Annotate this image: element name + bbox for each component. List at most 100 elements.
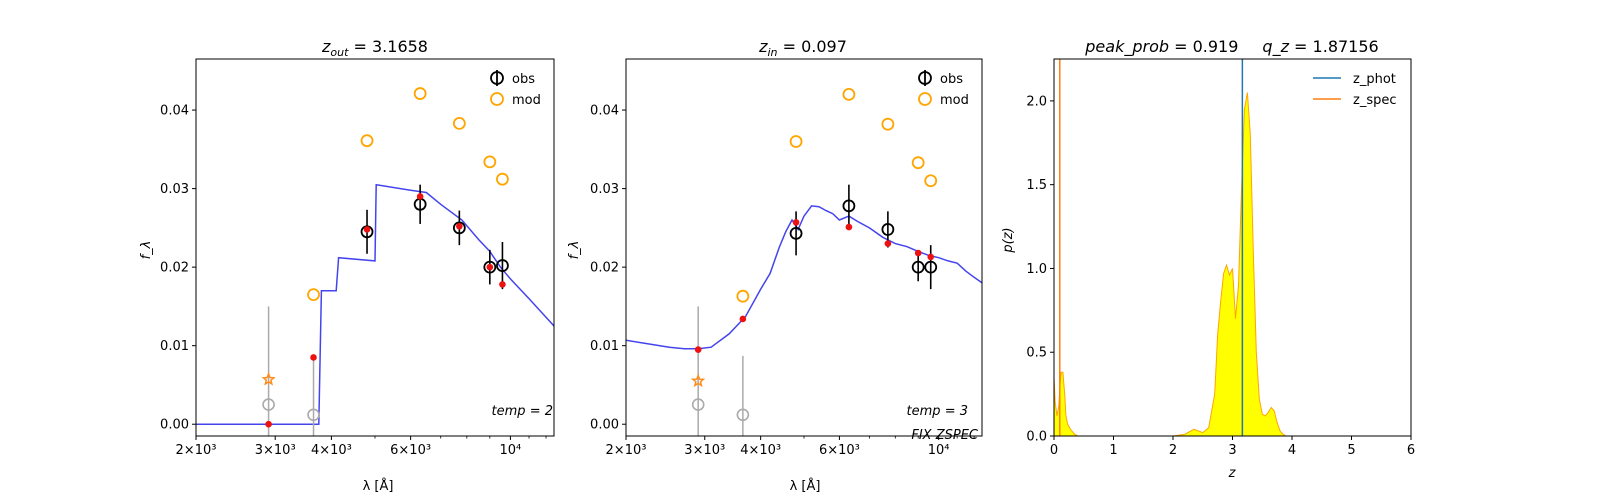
plot-frame bbox=[625, 58, 983, 437]
legend-label-z-spec: z_spec bbox=[1353, 93, 1397, 108]
mod-point bbox=[842, 87, 856, 101]
legend-item-mod: mod bbox=[918, 92, 969, 108]
obs-point bbox=[452, 221, 466, 235]
title-symbol: z bbox=[758, 37, 768, 56]
title-peak-prob: peak_prob bbox=[1084, 37, 1169, 57]
y-tick-label: 0.00 bbox=[160, 418, 189, 433]
legend-label-mod: mod bbox=[512, 93, 541, 108]
mod-point bbox=[483, 155, 497, 169]
panel-zout: zout = 3.1658 λ [Å] f_λ temp = 2 2×10³ 3×… bbox=[139, 37, 555, 494]
legend: z_phot z_spec bbox=[1313, 72, 1397, 108]
model-band-point bbox=[884, 240, 892, 247]
y-tick-label: 0.5 bbox=[1026, 346, 1047, 361]
panel-zin: zin = 0.097 λ [Å] f_λ temp = 3 FIX ZSPEC… bbox=[567, 37, 983, 494]
y-axis-label: f_λ bbox=[139, 241, 154, 260]
mod-point bbox=[360, 134, 374, 148]
legend-item-mod: mod bbox=[490, 92, 541, 108]
panel-title: peak_prob = 0.919 q_z = 1.87156 bbox=[1084, 37, 1378, 57]
x-axis-label: z bbox=[1228, 466, 1237, 481]
mod-point bbox=[924, 174, 938, 188]
title-qz-value: = 1.87156 bbox=[1289, 37, 1379, 56]
obs-upper-point bbox=[262, 398, 275, 411]
legend-label-mod: mod bbox=[940, 93, 969, 108]
x-tick-label: 2 bbox=[1169, 443, 1177, 458]
panel-title: zout = 3.1658 bbox=[321, 37, 428, 59]
x-tick-label: 1 bbox=[1109, 443, 1117, 458]
x-tick-label: 4×10³ bbox=[311, 443, 352, 458]
mod-point bbox=[307, 288, 320, 302]
model-band-point bbox=[845, 223, 853, 231]
obs-point bbox=[496, 259, 509, 272]
y-tick-label: 2.0 bbox=[1026, 94, 1047, 109]
legend-label-obs: obs bbox=[512, 72, 535, 87]
panel-pz: peak_prob = 0.919 q_z = 1.87156 z p(z) 0 1… bbox=[1001, 37, 1415, 481]
x-tick-label: 2×10³ bbox=[606, 443, 647, 458]
mod-star-point bbox=[690, 373, 706, 388]
title-peak-prob-value: = 0.919 bbox=[1169, 37, 1238, 56]
title-value: = 0.097 bbox=[778, 37, 847, 56]
x-tick-label: 6×10³ bbox=[819, 443, 860, 458]
x-axis-label: λ [Å] bbox=[790, 478, 821, 494]
x-tick-label: 3×10³ bbox=[684, 443, 725, 458]
mod-point bbox=[911, 156, 925, 170]
mod-point bbox=[413, 87, 427, 100]
model-band-point bbox=[310, 354, 317, 361]
plot-frame bbox=[1053, 58, 1412, 437]
annotation-temp: temp = 3 bbox=[907, 404, 968, 419]
model-band-point bbox=[363, 226, 371, 233]
plot-frame bbox=[195, 58, 555, 437]
x-axis-label: λ [Å] bbox=[363, 478, 394, 494]
model-band-point bbox=[456, 222, 463, 230]
model-band-point bbox=[265, 420, 272, 428]
obs-upper-point bbox=[691, 398, 705, 411]
title-subscript: in bbox=[767, 46, 777, 59]
model-band-point bbox=[486, 263, 494, 271]
x-tick-label: 4×10³ bbox=[740, 443, 781, 458]
model-band-point bbox=[739, 315, 747, 323]
model-band-point bbox=[694, 346, 702, 353]
annotation-temp: temp = 2 bbox=[492, 404, 553, 419]
obs-upper-point bbox=[307, 408, 320, 422]
obs-point bbox=[789, 226, 803, 240]
mod-point bbox=[736, 289, 750, 303]
legend-item-z-spec: z_spec bbox=[1313, 93, 1397, 108]
y-tick-label: 0.02 bbox=[160, 261, 189, 276]
legend-label-obs: obs bbox=[940, 72, 963, 87]
y-tick-label: 1.0 bbox=[1026, 262, 1047, 277]
legend-label-z-phot: z_phot bbox=[1353, 72, 1396, 87]
pz-area bbox=[1054, 92, 1352, 436]
title-value: = 3.1658 bbox=[348, 37, 428, 56]
pz-line bbox=[1054, 92, 1352, 436]
y-tick-label: 0.0 bbox=[1026, 430, 1047, 445]
mod-point bbox=[789, 135, 803, 148]
x-tick-label: 3 bbox=[1228, 443, 1236, 458]
y-tick-label: 0.04 bbox=[160, 104, 189, 119]
obs-point bbox=[842, 199, 856, 213]
y-tick-label: 0.03 bbox=[590, 182, 619, 197]
model-band-point bbox=[792, 219, 800, 226]
x-tick-label: 2×10³ bbox=[176, 443, 217, 458]
legend: obs mod bbox=[490, 70, 541, 108]
legend-item-obs: obs bbox=[490, 70, 535, 87]
template-curve bbox=[626, 205, 982, 350]
legend: obs mod bbox=[918, 70, 969, 108]
x-tick-label: 6×10³ bbox=[390, 443, 431, 458]
y-tick-label: 0.02 bbox=[590, 261, 619, 276]
mod-point bbox=[496, 172, 509, 186]
y-axis-label: p(z) bbox=[1001, 227, 1016, 253]
y-tick-label: 0.00 bbox=[590, 418, 619, 433]
model-band-point bbox=[914, 249, 922, 257]
x-tick-label: 4 bbox=[1288, 443, 1296, 458]
title-qz: q_z bbox=[1262, 37, 1289, 57]
y-axis-label: f_λ bbox=[567, 241, 582, 260]
obs-point bbox=[911, 260, 925, 274]
x-tick-label: 0 bbox=[1050, 443, 1058, 458]
x-tick-label: 3×10³ bbox=[255, 443, 296, 458]
x-tick-label: 6 bbox=[1407, 443, 1415, 458]
legend-marker-mod bbox=[490, 92, 504, 106]
obs-upper-point bbox=[736, 408, 750, 422]
y-tick-label: 0.04 bbox=[590, 104, 619, 119]
obs-point bbox=[483, 260, 497, 274]
x-tick-label: 10⁴ bbox=[500, 443, 522, 458]
